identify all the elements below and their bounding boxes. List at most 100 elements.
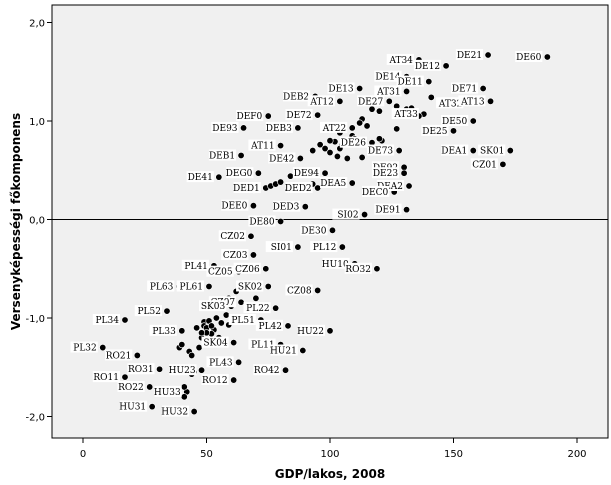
- data-point: [272, 304, 280, 312]
- data-point: [487, 97, 495, 105]
- data-point: [358, 153, 366, 161]
- point-label: SK02: [238, 282, 262, 292]
- data-point: [249, 202, 257, 210]
- point-label-background: [458, 95, 486, 107]
- point-label: DEB2: [283, 92, 309, 102]
- data-point: [163, 307, 171, 315]
- point-label-background: [243, 302, 271, 314]
- point-label: DED2: [285, 184, 312, 194]
- point-label-background: [362, 185, 390, 197]
- point-label-background: [161, 405, 190, 417]
- data-point: [296, 154, 304, 162]
- point-label: DE72: [286, 111, 311, 121]
- data-point: [99, 344, 107, 352]
- point-label-background: [396, 75, 424, 87]
- data-point: [277, 142, 285, 150]
- point-label-background: [221, 248, 249, 260]
- point-label: DEA5: [320, 179, 346, 189]
- point-label-background: [226, 167, 254, 179]
- point-label-background: [248, 338, 276, 350]
- point-label: DE11: [398, 78, 423, 88]
- point-label-background: [169, 364, 197, 376]
- point-label: AT13: [460, 97, 485, 107]
- data-point: [314, 111, 322, 119]
- point-label-background: [92, 313, 120, 325]
- data-point: [222, 311, 230, 319]
- point-label-background: [233, 262, 261, 274]
- data-point: [469, 117, 477, 125]
- point-label-background: [206, 265, 234, 277]
- data-point: [146, 383, 154, 391]
- data-point: [403, 206, 411, 214]
- x-tick-label: 0: [80, 449, 86, 460]
- point-label-background: [248, 215, 276, 227]
- data-point: [195, 344, 203, 352]
- point-label: DEB3: [266, 124, 292, 134]
- data-point: [469, 147, 477, 155]
- point-label-background: [201, 336, 229, 348]
- point-label-background: [285, 109, 313, 121]
- data-point: [217, 319, 225, 327]
- data-point: [326, 327, 334, 335]
- point-label: DEA1: [441, 147, 467, 157]
- point-label-background: [236, 110, 264, 122]
- point-label: RO22: [118, 383, 144, 393]
- point-label-background: [436, 97, 464, 109]
- point-label: PL34: [96, 316, 120, 326]
- point-label-background: [186, 171, 214, 183]
- point-label-background: [127, 363, 155, 375]
- point-label-background: [307, 95, 335, 107]
- data-point: [282, 366, 290, 374]
- point-label: DE13: [328, 84, 354, 94]
- point-label-background: [332, 208, 360, 220]
- point-label-background: [357, 95, 385, 107]
- x-axis: 0 50 100 150 200: [80, 438, 587, 460]
- point-label: RO21: [106, 351, 132, 361]
- data-point: [506, 147, 514, 155]
- point-label: DE12: [415, 62, 440, 72]
- data-point: [237, 298, 245, 306]
- x-tick-label: 50: [200, 449, 213, 460]
- data-point: [395, 147, 403, 155]
- data-point: [400, 163, 408, 171]
- point-label: DE30: [301, 226, 327, 236]
- data-point: [264, 112, 272, 120]
- point-label-background: [149, 324, 177, 336]
- point-label-background: [441, 115, 469, 126]
- point-label-background: [236, 280, 264, 292]
- data-point: [198, 366, 206, 374]
- data-point: [237, 151, 245, 159]
- point-label: DE80: [249, 217, 275, 227]
- data-point: [284, 322, 292, 330]
- point-label-background: [211, 121, 239, 133]
- point-label-background: [344, 262, 372, 274]
- x-tick-label: 150: [444, 449, 463, 460]
- data-point: [375, 135, 383, 143]
- y-axis: -2,0 -1,0 0,0 1,0 2,0: [25, 19, 52, 424]
- data-point: [314, 286, 322, 294]
- point-label-background: [265, 241, 293, 253]
- point-label: SI01: [271, 243, 292, 253]
- point-label-background: [327, 82, 355, 94]
- point-label: DEC0: [362, 188, 389, 198]
- point-label: CZ08: [287, 286, 312, 296]
- point-label-background: [292, 167, 321, 179]
- point-label-background: [413, 59, 442, 71]
- point-label: DEF0: [236, 112, 262, 122]
- data-point: [264, 282, 272, 290]
- point-label-background: [273, 200, 301, 212]
- point-label: DEA2: [377, 182, 403, 192]
- point-label-background: [253, 364, 281, 376]
- data-point: [393, 125, 401, 133]
- point-label: DE60: [516, 53, 542, 63]
- data-point: [336, 97, 344, 105]
- data-point: [121, 373, 129, 381]
- point-label-background: [371, 167, 400, 179]
- point-label-background: [268, 152, 296, 164]
- point-label: DE14: [375, 73, 401, 83]
- point-label: DE26: [341, 139, 367, 149]
- data-point: [326, 149, 334, 157]
- data-point: [403, 87, 411, 95]
- point-label: DEE0: [221, 202, 247, 212]
- data-point: [427, 93, 435, 101]
